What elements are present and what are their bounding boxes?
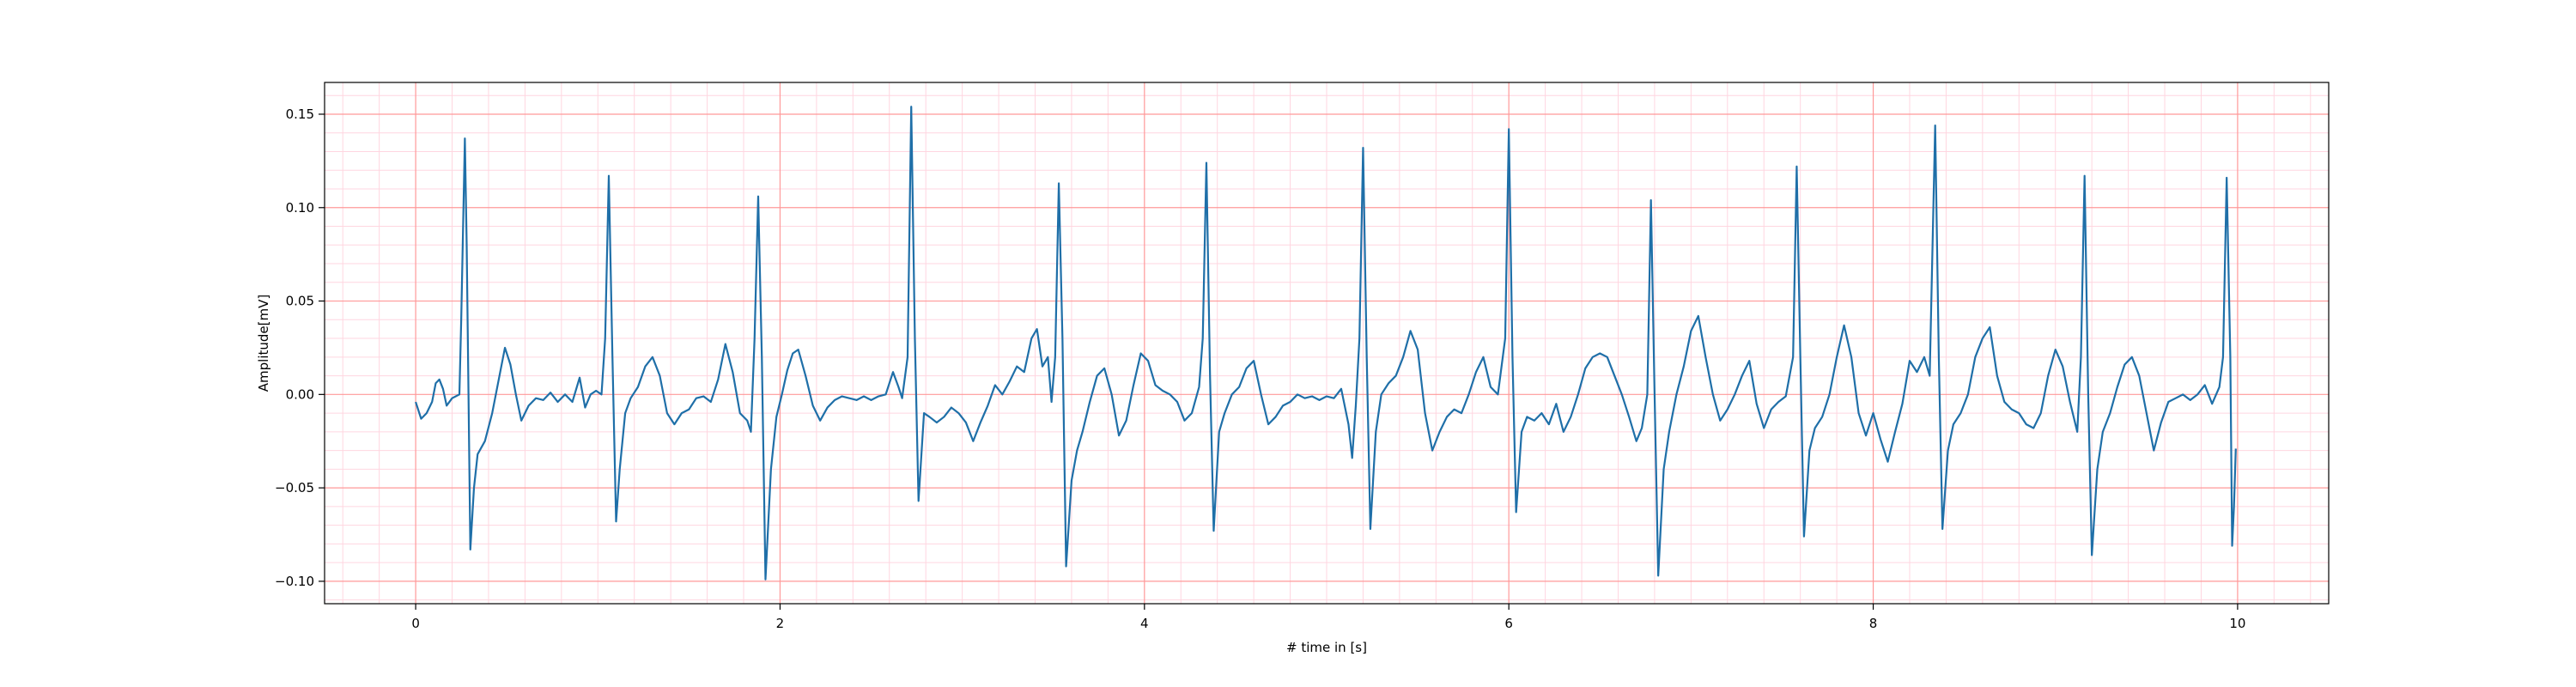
x-tick-label: 0 bbox=[411, 616, 420, 631]
y-tick-label: 0.00 bbox=[286, 386, 314, 402]
x-axis-label: # time in [s] bbox=[1286, 640, 1367, 655]
minor-grid bbox=[325, 82, 2329, 604]
y-axis-label: Amplitude[mV] bbox=[256, 295, 271, 392]
x-tick-label: 6 bbox=[1504, 616, 1513, 631]
x-tick-label: 2 bbox=[776, 616, 785, 631]
y-tick-label: −0.05 bbox=[275, 480, 314, 495]
x-tick-label: 10 bbox=[2229, 616, 2245, 631]
x-tick-label: 8 bbox=[1869, 616, 1878, 631]
y-tick-label: 0.10 bbox=[286, 200, 314, 216]
y-axis: −0.10 −0.05 0.00 0.05 0.10 0.15 bbox=[275, 106, 325, 589]
x-axis: 0 2 4 6 8 10 bbox=[411, 604, 2245, 631]
y-tick-label: 0.05 bbox=[286, 294, 314, 309]
y-tick-label: −0.10 bbox=[275, 574, 314, 589]
x-tick-label: 4 bbox=[1140, 616, 1149, 631]
ecg-series-line bbox=[415, 106, 2237, 581]
series-layer bbox=[415, 106, 2237, 581]
y-tick-label: 0.15 bbox=[286, 106, 314, 122]
major-grid bbox=[325, 82, 2329, 604]
plot-frame bbox=[324, 82, 2330, 605]
